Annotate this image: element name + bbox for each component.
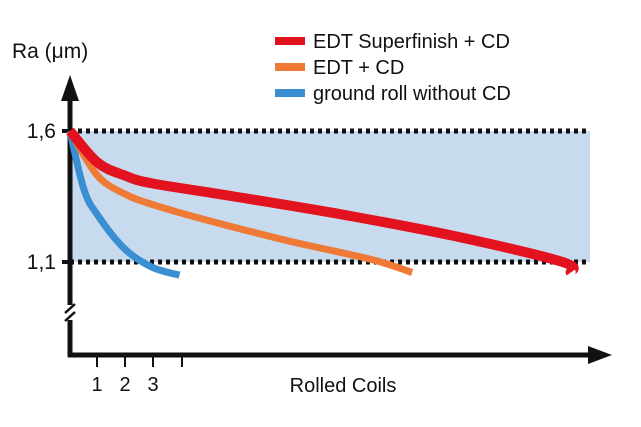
series-line-0 xyxy=(66,127,579,278)
axis-break-slash xyxy=(64,311,76,322)
legend-label: EDT Superfinish + CD xyxy=(313,31,510,53)
y-tick-label: 1,6 xyxy=(27,120,56,143)
x-tick-label: 1 xyxy=(91,374,102,396)
y-tick-label: 1,1 xyxy=(27,251,56,274)
legend-label: ground roll without CD xyxy=(313,83,511,105)
legend: EDT Superfinish + CD EDT + CD ground rol… xyxy=(275,31,511,105)
x-axis-label: Rolled Coils xyxy=(290,375,397,397)
x-tick-label: 2 xyxy=(119,374,130,396)
y-axis-label: Ra (μm) xyxy=(12,40,88,63)
y-axis-arrow xyxy=(61,75,79,101)
x-tick-label: 3 xyxy=(147,374,158,396)
series-line-2 xyxy=(66,130,181,279)
y-axis-break-mark xyxy=(64,303,76,322)
series-lines xyxy=(66,127,579,279)
target-band xyxy=(70,131,590,262)
x-axis-arrow xyxy=(588,346,612,364)
x-tick-marks xyxy=(96,357,183,367)
legend-label: EDT + CD xyxy=(313,57,404,79)
axis-break-slash xyxy=(64,303,76,314)
series-line-1 xyxy=(66,129,414,276)
